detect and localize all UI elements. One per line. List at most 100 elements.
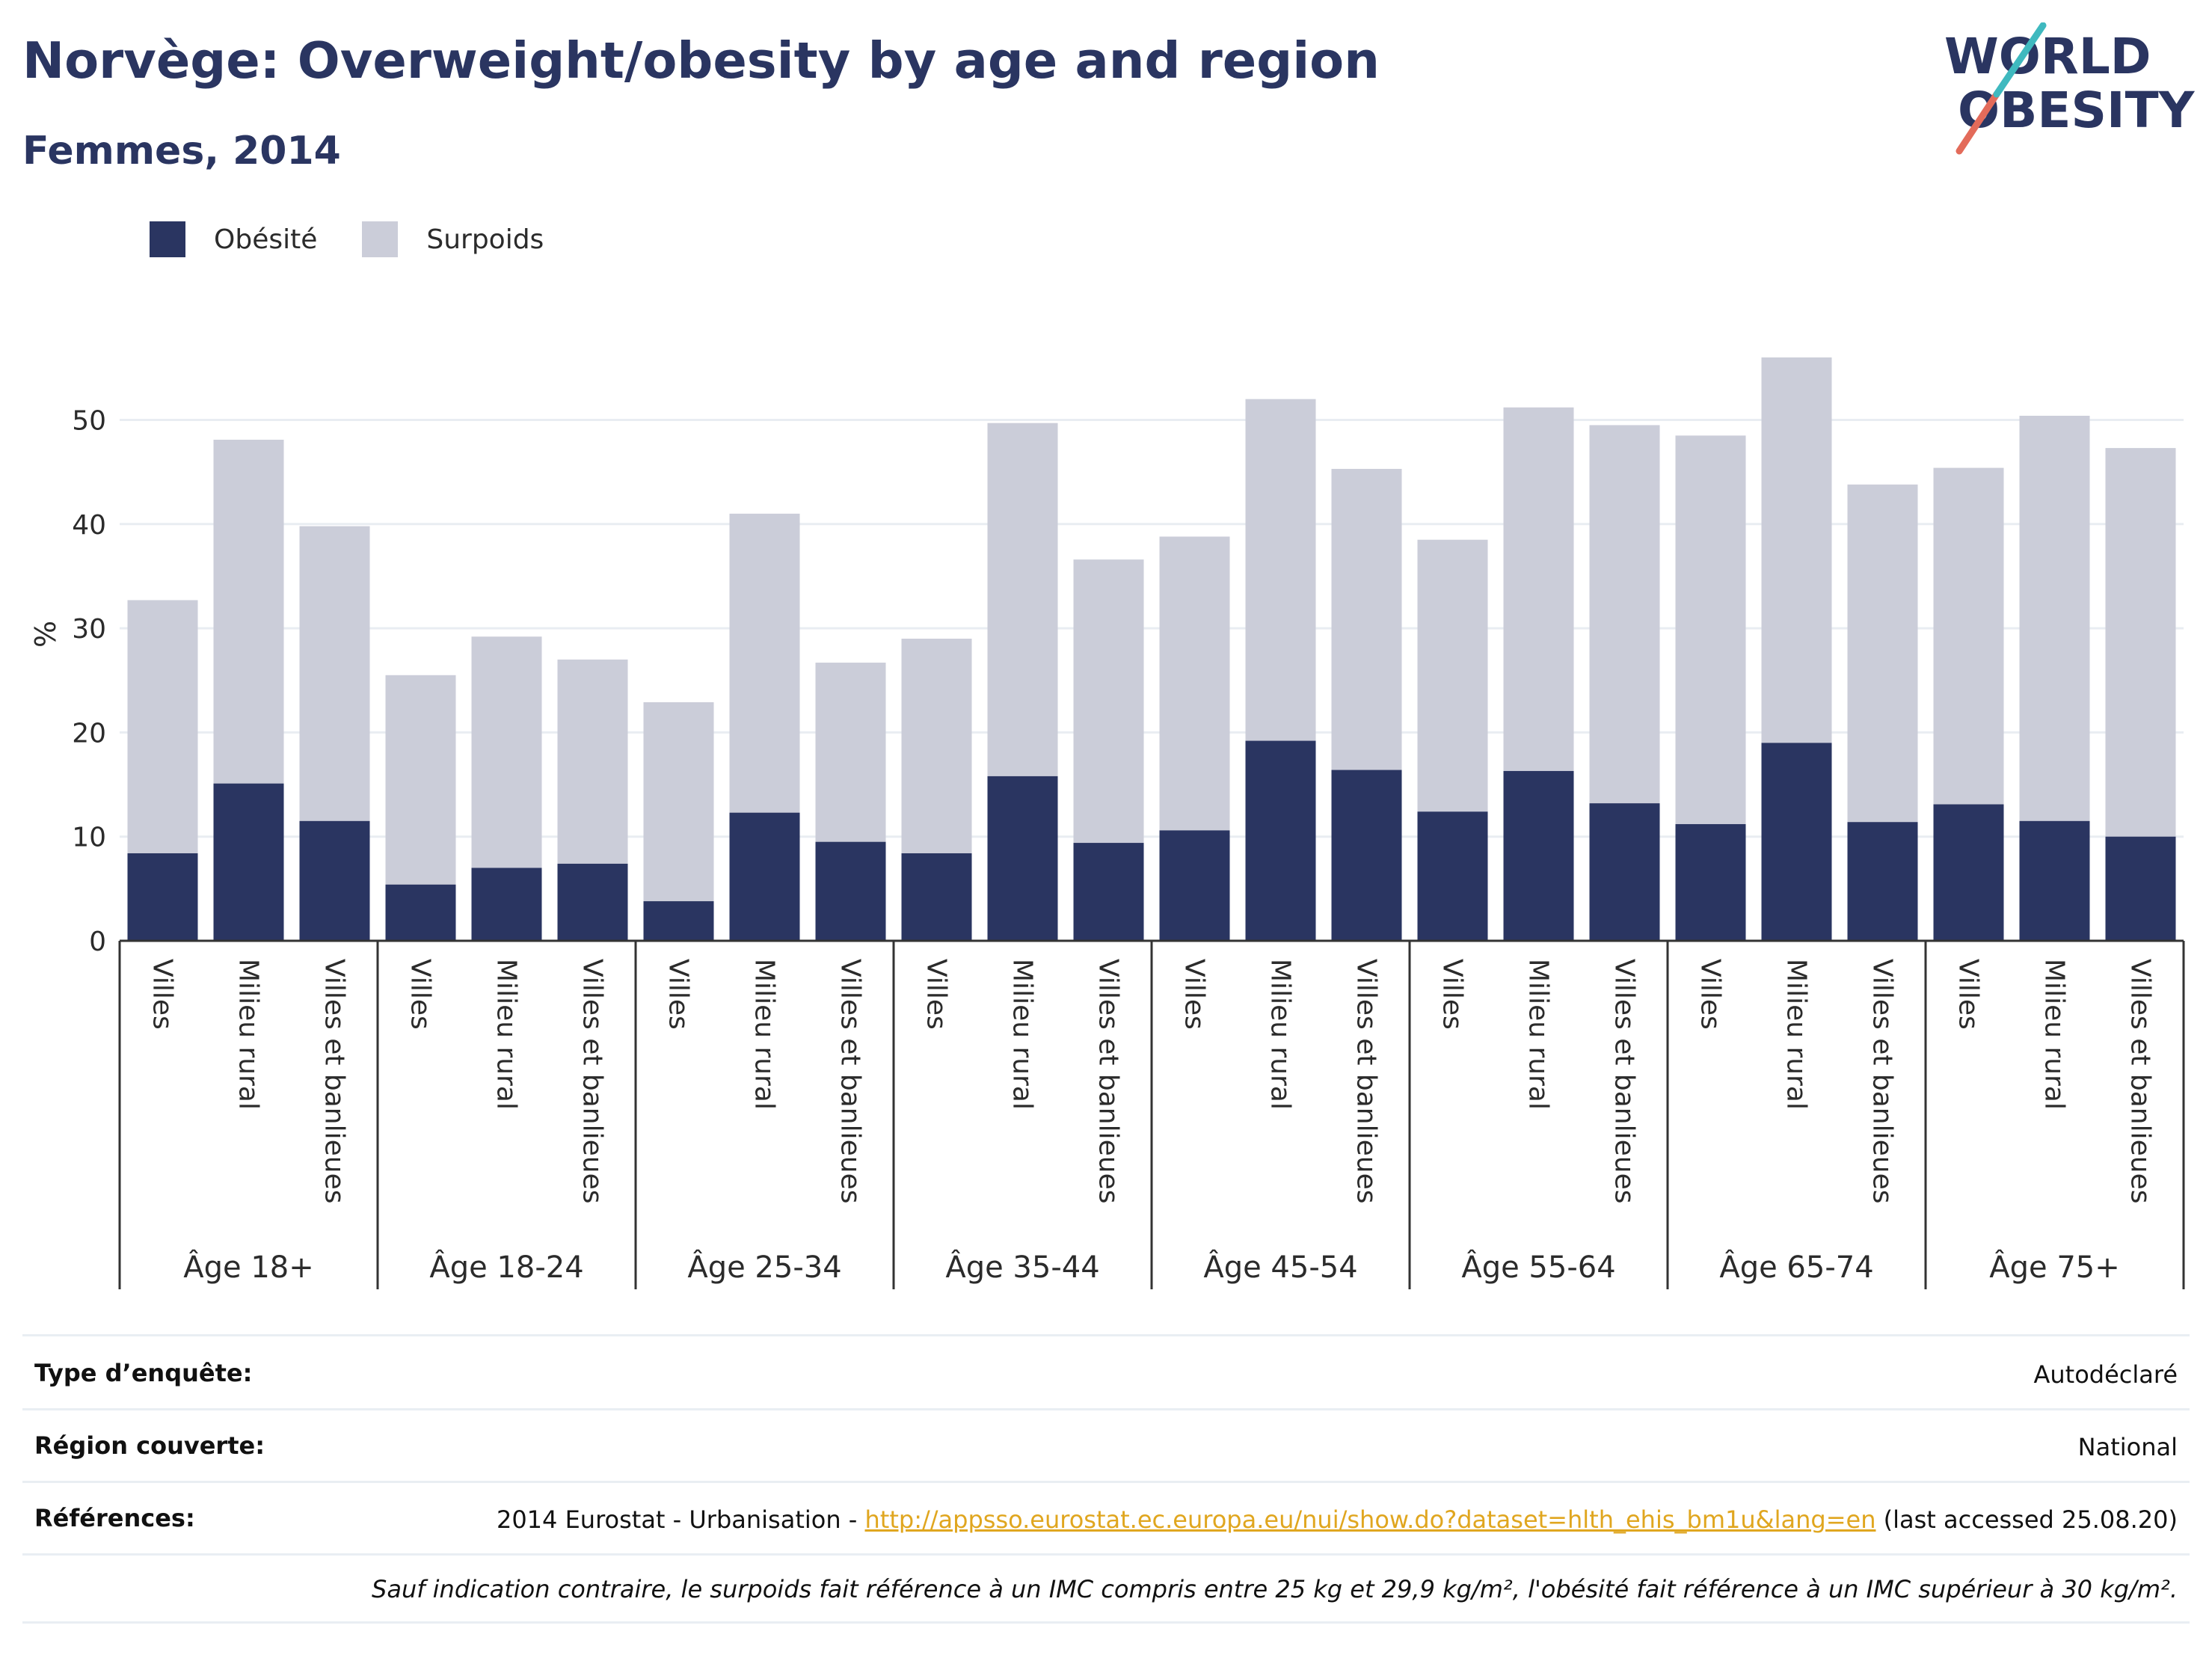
bar-overweight [1847, 484, 1918, 823]
chart-legend: Obésité Surpoids [150, 221, 589, 257]
x-category-label: Milieu rural [1523, 959, 1554, 1110]
reference-prefix: 2014 Eurostat - Urbanisation - [496, 1505, 865, 1534]
x-category-label: Milieu rural [2039, 959, 2070, 1110]
x-category-label: Villes et banlieues [1093, 959, 1124, 1204]
bar-obesity [901, 853, 972, 941]
bar-obesity [1589, 803, 1660, 941]
stacked-bar-chart: 0 10 20 30 40 50% Villes Milieu rural Villes et … [29, 357, 2185, 1289]
x-category-label: Villes [1179, 959, 1210, 1030]
bar-overweight [2019, 415, 2090, 821]
y-tick-label: 50 [72, 406, 106, 437]
x-category-label: Milieu rural [1781, 959, 1812, 1110]
y-tick-label: 20 [72, 718, 106, 749]
meta-row-references: Références: 2014 Eurostat - Urbanisation… [22, 1481, 2190, 1553]
legend-label-obesity: Obésité [214, 224, 318, 255]
x-category-label: Villes et banlieues [1609, 959, 1640, 1204]
bar-overweight [127, 600, 198, 853]
bar-obesity [1761, 743, 1832, 941]
bar-obesity [2019, 820, 2090, 941]
bar-obesity [987, 776, 1058, 941]
bar-obesity [557, 863, 628, 941]
bar-overweight [815, 663, 886, 842]
bar-obesity [2105, 836, 2176, 941]
bar-obesity [1847, 822, 1918, 941]
chart-subtitle: Femmes, 2014 [22, 129, 341, 174]
x-category-label: Milieu rural [749, 959, 780, 1110]
y-axis-label: % [29, 621, 62, 648]
x-group-label: Âge 45-54 [1203, 1249, 1357, 1285]
bar-obesity [1073, 843, 1144, 941]
x-category-label: Villes [405, 959, 436, 1030]
x-category-label: Villes et banlieues [577, 959, 608, 1204]
bar-overweight [1675, 435, 1746, 824]
bar-overweight [557, 659, 628, 864]
bar-obesity [815, 841, 886, 941]
x-category-label: Villes [147, 959, 178, 1030]
bar-overweight [2105, 448, 2176, 837]
meta-row-region: Région couverte: National [22, 1408, 2190, 1481]
x-category-label: Milieu rural [1007, 959, 1038, 1110]
x-category-label: Villes et banlieues [1867, 959, 1898, 1204]
bar-overweight [1503, 407, 1574, 771]
meta-label-region: Région couverte: [34, 1431, 265, 1460]
legend-item-obesity[interactable]: Obésité [150, 221, 317, 257]
bar-overweight [987, 423, 1058, 776]
bar-overweight [643, 702, 714, 902]
bar-overweight [1159, 536, 1230, 831]
legend-label-overweight: Surpoids [426, 224, 544, 255]
bar-overweight [1073, 559, 1144, 844]
x-category-label: Milieu rural [491, 959, 522, 1110]
x-category-label: Villes [921, 959, 952, 1030]
bar-obesity [471, 868, 542, 941]
bar-overweight [299, 526, 370, 821]
metadata-table: Type d’enquête: Autodéclaré Région couve… [22, 1334, 2190, 1624]
bar-overweight [1589, 425, 1660, 804]
bar-overweight [1245, 399, 1316, 741]
bar-obesity [643, 901, 714, 941]
bar-obesity [1933, 804, 2004, 941]
bar-obesity [1331, 770, 1402, 941]
x-group-label: Âge 75+ [1989, 1249, 2120, 1285]
bar-obesity [127, 853, 198, 941]
x-category-label: Villes [663, 959, 694, 1030]
bar-overweight [901, 639, 972, 853]
bar-obesity [385, 884, 456, 941]
x-group-label: Âge 35-44 [945, 1249, 1099, 1285]
x-group-label: Âge 55-64 [1461, 1249, 1615, 1285]
bar-obesity [1675, 823, 1746, 941]
bar-overweight [471, 636, 542, 868]
bar-obesity [729, 812, 800, 941]
reference-link[interactable]: http://appsso.eurostat.ec.europa.eu/nui/… [864, 1505, 1876, 1534]
meta-label-survey-type: Type d’enquête: [34, 1359, 253, 1387]
bar-overweight [385, 675, 456, 885]
bar-obesity [1503, 770, 1574, 941]
reference-suffix: (last accessed 25.08.20) [1875, 1505, 2178, 1534]
x-category-label: Villes [1695, 959, 1726, 1030]
x-category-label: Villes [1437, 959, 1468, 1030]
world-obesity-logo: WORLD OBESITY [1944, 22, 2196, 155]
x-category-label: Villes et banlieues [319, 959, 350, 1204]
x-category-label: Villes et banlieues [835, 959, 866, 1204]
legend-swatch-obesity [150, 221, 185, 257]
meta-value-survey-type: Autodéclaré [2033, 1360, 2178, 1389]
y-tick-label: 0 [89, 927, 106, 957]
bar-overweight [213, 439, 284, 784]
y-tick-label: 30 [72, 614, 106, 645]
bar-overweight [729, 513, 800, 813]
x-category-label: Milieu rural [1265, 959, 1296, 1110]
legend-item-overweight[interactable]: Surpoids [362, 221, 544, 257]
bar-overweight [1933, 467, 2004, 805]
bar-overweight [1331, 468, 1402, 770]
logo-slash-coral [1956, 90, 2000, 155]
bar-obesity [1159, 830, 1230, 941]
meta-value-region: National [2077, 1433, 2178, 1461]
meta-row-survey-type: Type d’enquête: Autodéclaré [22, 1334, 2190, 1408]
x-category-label: Villes [1953, 959, 1984, 1030]
meta-label-references: Références: [34, 1504, 195, 1532]
x-group-label: Âge 18+ [183, 1249, 314, 1285]
x-category-label: Villes et banlieues [2125, 959, 2156, 1204]
legend-swatch-overweight [362, 221, 399, 257]
x-category-label: Milieu rural [233, 959, 264, 1110]
logo-slash-teal [1993, 22, 2047, 98]
y-tick-label: 40 [72, 510, 106, 541]
